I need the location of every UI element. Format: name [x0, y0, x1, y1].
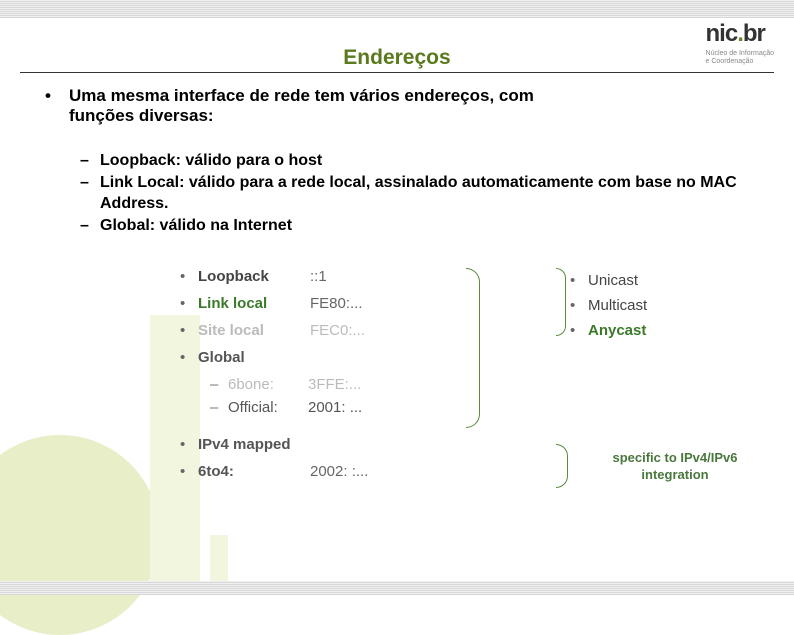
- bullet-icon: •: [45, 86, 69, 106]
- diagram-label: Link local: [198, 295, 310, 312]
- list-item: – Loopback: válido para o host: [80, 150, 754, 172]
- bullet-icon: •: [180, 268, 198, 285]
- term: Link Local:: [100, 174, 184, 191]
- list-item: • Unicast: [570, 272, 647, 289]
- cast-type-list: • Unicast • Multicast • Anycast: [570, 272, 647, 347]
- brace-right-top: [556, 268, 566, 336]
- cast-label: Anycast: [588, 322, 646, 339]
- intro-text: •Uma mesma interface de rede tem vários …: [45, 86, 754, 126]
- bottom-stripe: [0, 581, 794, 595]
- bullet-icon: •: [180, 463, 198, 480]
- diagram-label: Global: [198, 349, 310, 366]
- brace-left: [466, 268, 480, 428]
- page-title: Endereços: [0, 46, 794, 70]
- dash-icon: –: [80, 150, 100, 172]
- diagram-subrow: – 6bone: 3FFE:...: [210, 376, 640, 393]
- sub-label: 6bone:: [228, 376, 308, 393]
- list-item: • Anycast: [570, 322, 647, 339]
- desc: válido para a rede local, assinalado aut…: [100, 174, 737, 213]
- sub-value: 3FFE:...: [308, 376, 361, 393]
- bullet-icon: •: [570, 272, 588, 289]
- diagram-row: • 6to4: 2002: :...: [180, 463, 640, 480]
- diagram-label: Loopback: [198, 268, 310, 285]
- cast-label: Multicast: [588, 297, 647, 314]
- watermark-circle: [0, 435, 160, 635]
- bullet-icon: •: [180, 436, 198, 453]
- diagram-label: IPv4 mapped: [198, 436, 310, 453]
- dash-icon: –: [80, 215, 100, 237]
- term: Global:: [100, 217, 155, 234]
- term: Loopback:: [100, 152, 181, 169]
- list-item: – Link Local: válido para a rede local, …: [80, 172, 754, 215]
- bullet-icon: •: [180, 349, 198, 366]
- logo-post: br: [743, 20, 765, 47]
- note-line1: specific to IPv4/IPv6: [600, 450, 750, 467]
- brace-right-bottom: [556, 444, 568, 488]
- desc: válido na Internet: [155, 217, 292, 234]
- bullet-icon: •: [570, 322, 588, 339]
- top-stripe: [0, 0, 794, 18]
- list-item: – Global: válido na Internet: [80, 215, 754, 237]
- dash-icon: –: [210, 399, 228, 416]
- intro-line2: funções diversas:: [45, 106, 754, 126]
- logo-text: nic.br: [706, 20, 774, 48]
- logo-pre: nic: [706, 20, 738, 47]
- note-line2: integration: [600, 467, 750, 484]
- diagram-value: 2002: :...: [310, 463, 368, 480]
- dash-icon: –: [80, 172, 100, 215]
- dash-icon: –: [210, 376, 228, 393]
- diagram-row: • Global: [180, 349, 640, 366]
- diagram-label: Site local: [198, 322, 310, 339]
- desc: válido para o host: [181, 152, 322, 169]
- bullet-icon: •: [180, 322, 198, 339]
- cast-label: Unicast: [588, 272, 638, 289]
- diagram-subrow: – Official: 2001: ...: [210, 399, 640, 416]
- sub-value: 2001: ...: [308, 399, 362, 416]
- diagram-label: 6to4:: [198, 463, 310, 480]
- diagram-value: FE80:...: [310, 295, 363, 312]
- title-underline: [20, 72, 774, 73]
- integration-note: specific to IPv4/IPv6 integration: [600, 450, 750, 484]
- diagram-value: ::1: [310, 268, 327, 285]
- bullet-icon: •: [180, 295, 198, 312]
- intro-line1: Uma mesma interface de rede tem vários e…: [69, 86, 534, 105]
- bullet-icon: •: [570, 297, 588, 314]
- definition-list: – Loopback: válido para o host – Link Lo…: [80, 150, 754, 236]
- sub-label: Official:: [228, 399, 308, 416]
- diagram-row: • IPv4 mapped: [180, 436, 640, 453]
- list-item: • Multicast: [570, 297, 647, 314]
- diagram-value: FEC0:...: [310, 322, 365, 339]
